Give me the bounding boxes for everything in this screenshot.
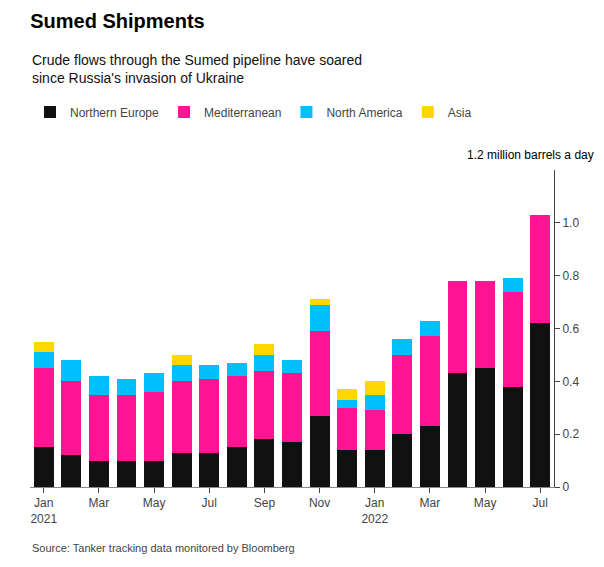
svg-text:Nov: Nov	[309, 496, 330, 510]
svg-text:0.6: 0.6	[562, 322, 579, 336]
svg-text:1.2 million barrels a day: 1.2 million barrels a day	[467, 148, 594, 162]
svg-text:Jan2021: Jan2021	[30, 496, 57, 526]
svg-text:Mar: Mar	[89, 496, 110, 510]
svg-text:May: May	[143, 496, 166, 510]
svg-text:0.8: 0.8	[562, 269, 579, 283]
svg-text:Sep: Sep	[254, 496, 276, 510]
svg-text:1.0: 1.0	[562, 216, 579, 230]
svg-text:Jul: Jul	[202, 496, 217, 510]
svg-text:Sumed Shipments: Sumed Shipments	[30, 10, 204, 32]
svg-text:0: 0	[562, 480, 569, 494]
svg-text:Mar: Mar	[420, 496, 441, 510]
svg-text:Mediterranean: Mediterranean	[204, 106, 281, 120]
svg-text:May: May	[474, 496, 497, 510]
svg-text:Northern Europe: Northern Europe	[70, 106, 159, 120]
svg-text:0.2: 0.2	[562, 427, 579, 441]
svg-text:0.4: 0.4	[562, 375, 579, 389]
svg-text:Jan2022: Jan2022	[361, 496, 388, 526]
svg-text:North America: North America	[326, 106, 402, 120]
svg-text:Asia: Asia	[448, 106, 472, 120]
svg-text:Jul: Jul	[533, 496, 548, 510]
svg-text:Crude flows through the Sumed: Crude flows through the Sumed pipeline h…	[32, 52, 362, 86]
svg-text:Source: Tanker tracking data m: Source: Tanker tracking data monitored b…	[32, 542, 295, 554]
